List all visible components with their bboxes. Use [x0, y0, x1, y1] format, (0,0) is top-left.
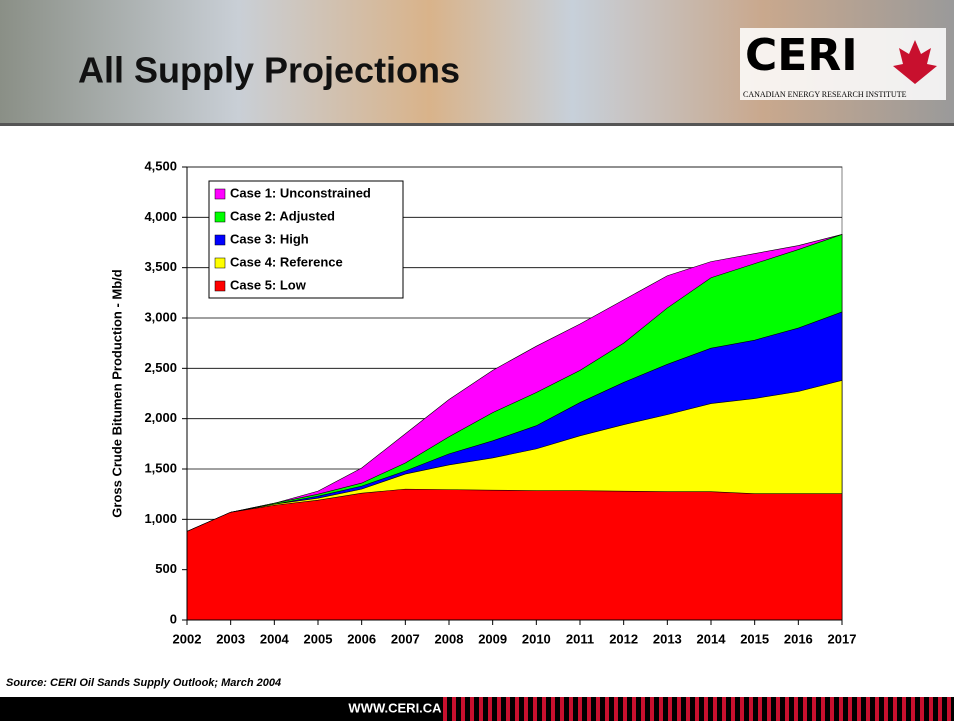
footer-url: WWW.CERI.CA: [348, 700, 442, 715]
legend-swatch: [214, 188, 226, 200]
chart: 0 500 1,000 1,500 2,000 2,500 3,000 3,500 4,000 4…: [109, 158, 856, 646]
area: [186, 488, 843, 621]
legend-label: Case 1: Unconstrained: [230, 185, 371, 200]
x-tick-label: 2006: [347, 631, 376, 646]
y-tick-label: 3,500: [144, 259, 177, 274]
x-tick-label: 2012: [609, 631, 638, 646]
legend-label: Case 3: High: [230, 231, 309, 246]
source-note: Source: CERI Oil Sands Supply Outlook; M…: [6, 677, 281, 689]
header-rule: [0, 123, 954, 126]
x-tick-label: 2016: [784, 631, 813, 646]
maple-leaf: [893, 40, 937, 84]
x-tick-label: 2003: [216, 631, 245, 646]
x-tick-label: 2002: [173, 631, 202, 646]
x-tick-label: 2004: [260, 631, 290, 646]
x-tick-label: 2008: [435, 631, 464, 646]
y-tick-label: 1,000: [144, 511, 177, 526]
x-tick-label: 2010: [522, 631, 551, 646]
x-tick-label: 2014: [697, 631, 727, 646]
x-tick-label: 2015: [740, 631, 769, 646]
y-axis-label: Gross Crude Bitumen Production - Mb/d: [109, 269, 124, 518]
legend-box: [208, 180, 404, 299]
legend-swatch: [214, 257, 226, 269]
legend-label: Case 2: Adjusted: [230, 208, 335, 223]
y-tick-label: 3,000: [144, 309, 177, 324]
legend-label: Case 4: Reference: [230, 254, 343, 269]
y-tick-label: 1,500: [144, 460, 177, 475]
y-tick-label: 4,000: [144, 209, 177, 224]
y-tick-label: 2,000: [144, 410, 177, 425]
legend-swatch: [214, 280, 226, 292]
y-tick-label: 0: [170, 611, 177, 626]
x-tick-label: 2017: [828, 631, 857, 646]
legend-label: Case 5: Low: [230, 277, 307, 292]
y-tick-label: 2,500: [144, 360, 177, 375]
x-tick-label: 2009: [478, 631, 507, 646]
legend-swatch: [214, 234, 226, 246]
logo-subtitle: CANADIAN ENERGY RESEARCH INSTITUTE: [743, 90, 907, 99]
logo: CERI: [745, 30, 858, 81]
y-tick-label: 500: [155, 561, 177, 576]
x-tick-label: 2011: [566, 631, 594, 646]
y-tick-label: 4,500: [144, 158, 177, 173]
legend-swatch: [214, 211, 226, 223]
x-tick-label: 2013: [653, 631, 682, 646]
x-tick-label: 2007: [391, 631, 420, 646]
footer-stripes: [440, 697, 954, 721]
x-tick-label: 2005: [304, 631, 333, 646]
slide-title: All Supply Projections: [78, 50, 460, 91]
